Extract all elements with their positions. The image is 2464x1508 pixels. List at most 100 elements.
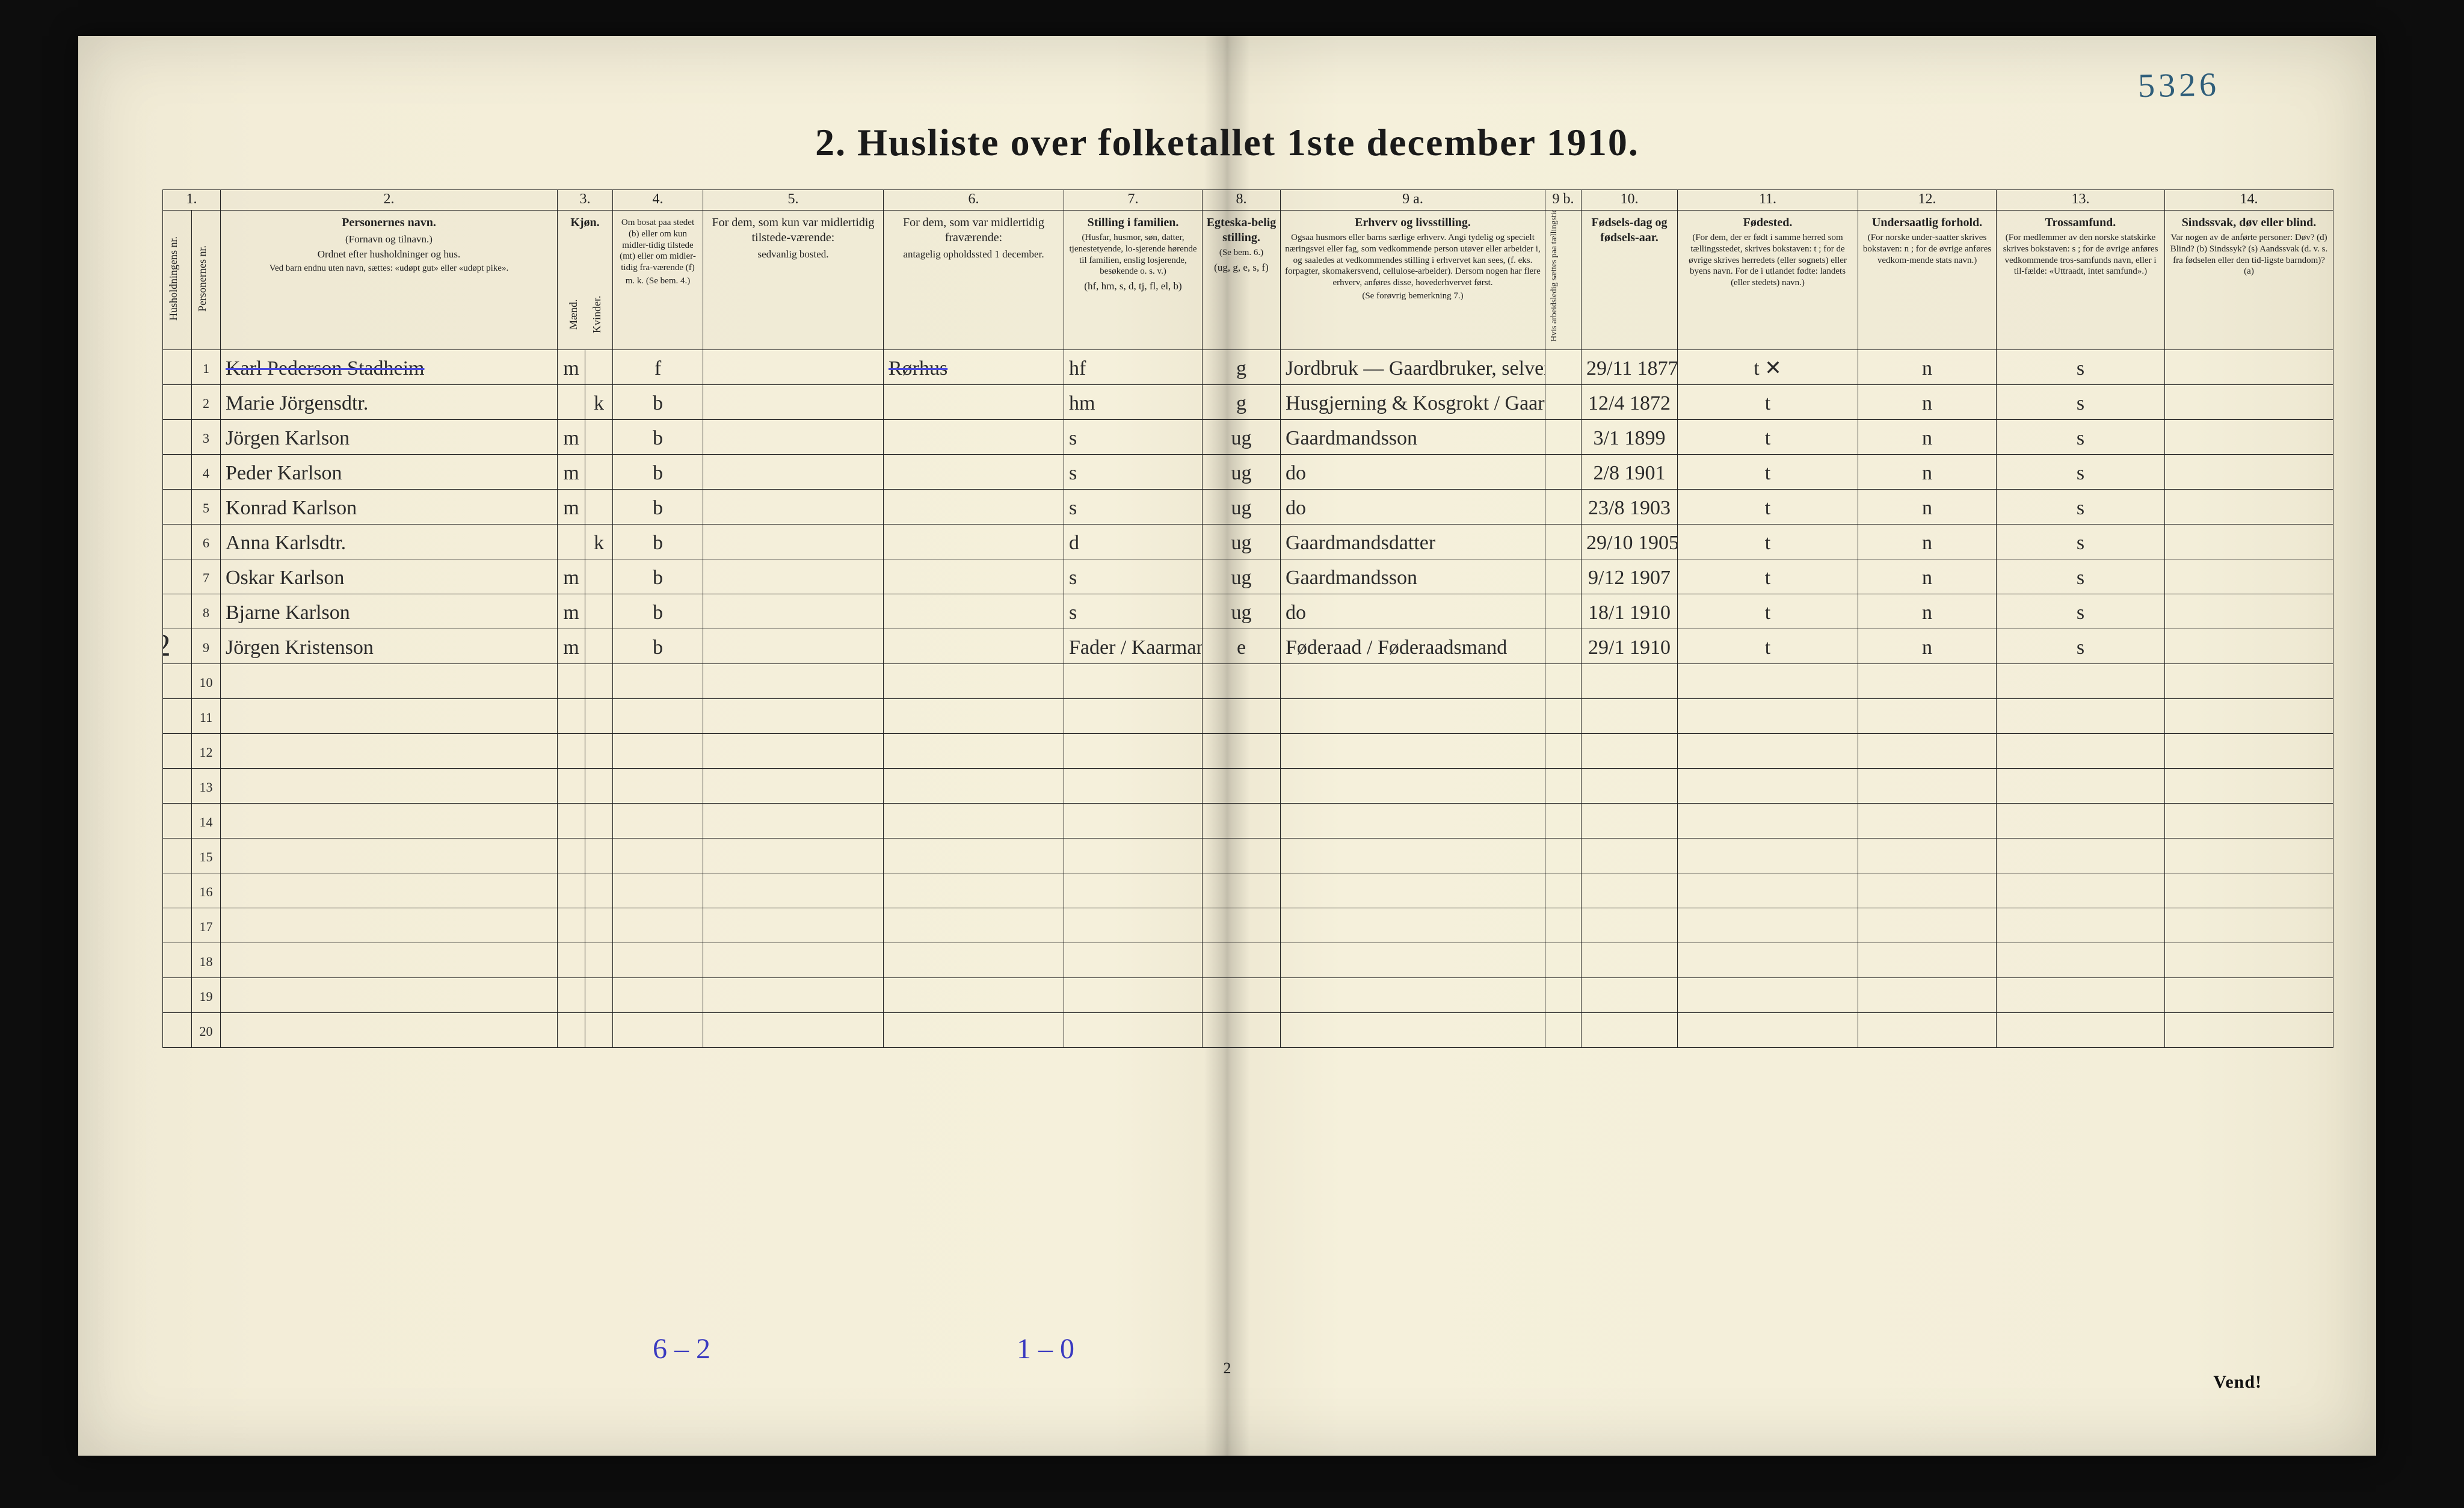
cell: [1281, 873, 1545, 908]
cell: [1997, 734, 2165, 769]
cell: [558, 664, 585, 699]
cell: n: [1858, 629, 1997, 664]
cell: [884, 943, 1064, 978]
header-erhverv: Erhverv og livsstilling. Ogsaa husmors e…: [1281, 211, 1545, 350]
cell: b: [613, 525, 703, 559]
cell: 7: [192, 559, 221, 594]
table-row: 5Konrad Karlsonmbsugdo23/8 1903tns: [163, 490, 2333, 525]
cell: [1203, 769, 1281, 804]
cell: [613, 978, 703, 1013]
cell: [2165, 385, 2333, 420]
cell: Bjarne Karlson: [221, 594, 558, 629]
cell: [1545, 559, 1582, 594]
cell: [1582, 804, 1678, 839]
cell: [163, 804, 192, 839]
cell: do: [1281, 455, 1545, 490]
cell: [163, 1013, 192, 1048]
cell: [703, 943, 884, 978]
colnum-10: 10.: [1582, 190, 1678, 211]
cell: [1997, 908, 2165, 943]
cell: 18/1 1910: [1582, 594, 1678, 629]
cell: [1858, 978, 1997, 1013]
cell: k: [585, 525, 613, 559]
cell: s: [1997, 490, 2165, 525]
cell: f: [613, 350, 703, 385]
cell: [221, 873, 558, 908]
cell: n: [1858, 525, 1997, 559]
cell: [884, 420, 1064, 455]
cell: [558, 804, 585, 839]
cell: [1858, 804, 1997, 839]
cell: t: [1678, 490, 1858, 525]
cell: [884, 804, 1064, 839]
cell: [2165, 908, 2333, 943]
cell: s: [1064, 420, 1203, 455]
cell: [703, 839, 884, 873]
cell: [884, 594, 1064, 629]
cell: [1678, 873, 1858, 908]
table-row: 12: [163, 734, 2333, 769]
cell: [585, 594, 613, 629]
cell: [1203, 839, 1281, 873]
cell: [703, 420, 884, 455]
table-row: ✕ 29Jörgen KristensonmbFader / Kaarmand,…: [163, 629, 2333, 664]
cell: 8: [192, 594, 221, 629]
cell: [1203, 699, 1281, 734]
header-fodselsdag: Fødsels-dag og fødsels-aar.: [1582, 211, 1678, 350]
cell: 1: [192, 350, 221, 385]
cell: [558, 978, 585, 1013]
cell: [558, 385, 585, 420]
cell: [585, 1013, 613, 1048]
cell: Gaardmandsdatter: [1281, 525, 1545, 559]
cell: [2165, 594, 2333, 629]
cell: [1545, 734, 1582, 769]
cell: [2165, 455, 2333, 490]
cell: n: [1858, 420, 1997, 455]
header-fodested: Fødested. (For dem, der er født i samme …: [1678, 211, 1858, 350]
cell: 23/8 1903: [1582, 490, 1678, 525]
footer-count-mt: 1 – 0: [1017, 1332, 1074, 1365]
cell: hf: [1064, 350, 1203, 385]
cell: [1997, 943, 2165, 978]
cell: [1997, 769, 2165, 804]
cell: n: [1858, 385, 1997, 420]
cell: [884, 629, 1064, 664]
cell: Gaardmandsson: [1281, 559, 1545, 594]
cell: [163, 455, 192, 490]
cell: s: [1064, 455, 1203, 490]
cell: [585, 908, 613, 943]
cell: [585, 699, 613, 734]
cell: [1281, 839, 1545, 873]
colnum-11: 11.: [1678, 190, 1858, 211]
cell: [613, 908, 703, 943]
cell: [221, 908, 558, 943]
cell: [1281, 908, 1545, 943]
cell: [884, 664, 1064, 699]
cell: [1678, 699, 1858, 734]
table-row: 20: [163, 1013, 2333, 1048]
cell: n: [1858, 350, 1997, 385]
cell: s: [1064, 594, 1203, 629]
cell: 16: [192, 873, 221, 908]
cell: [884, 734, 1064, 769]
cell: e: [1203, 629, 1281, 664]
cell: m: [558, 490, 585, 525]
cell: 9/12 1907: [1582, 559, 1678, 594]
cell: [558, 943, 585, 978]
cell: t ✕: [1678, 350, 1858, 385]
cell: [2165, 839, 2333, 873]
cell: [1678, 1013, 1858, 1048]
header-trossamfund: Trossamfund. (For medlemmer av den norsk…: [1997, 211, 2165, 350]
cell: [221, 978, 558, 1013]
cell: 2/8 1901: [1582, 455, 1678, 490]
page-number: 2: [1224, 1359, 1231, 1377]
cell: [1203, 908, 1281, 943]
cell: [558, 839, 585, 873]
cell: [221, 734, 558, 769]
cell: [1064, 943, 1203, 978]
cell: [703, 490, 884, 525]
cell: s: [1997, 420, 2165, 455]
table-row: 2Marie Jörgensdtr.kbhmgHusgjerning & Kos…: [163, 385, 2333, 420]
cell: ug: [1203, 525, 1281, 559]
cell: [703, 525, 884, 559]
